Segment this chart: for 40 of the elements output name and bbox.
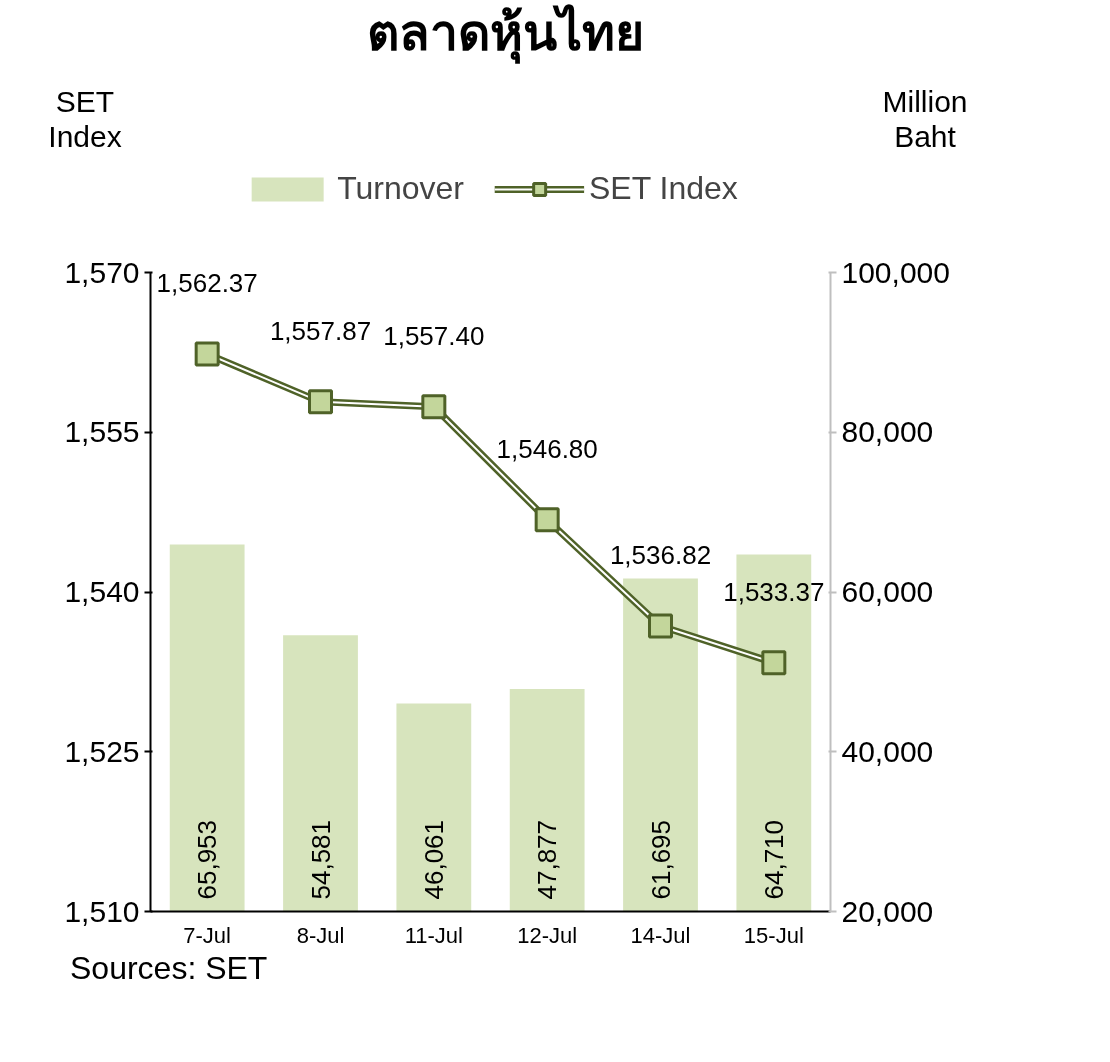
data-label: 46,061 [418, 819, 449, 900]
data-label: 47,877 [532, 819, 563, 900]
data-label: 54,581 [305, 819, 336, 900]
point [308, 389, 333, 415]
chart-title: ตลาดหุ้นไทย [366, 4, 644, 63]
data-label: 1,557.87 [269, 315, 372, 346]
y-tick-label: 1,540 [64, 575, 140, 609]
x-tick-label: 14-Jul [630, 922, 691, 948]
data-label: 1,536.82 [609, 539, 712, 570]
legend-label: Turnover [337, 170, 465, 207]
y-tick-label: 1,570 [64, 255, 140, 289]
data-label: 64,710 [758, 819, 789, 900]
data-label: 1,557.40 [383, 320, 485, 351]
point [534, 507, 560, 533]
y-tick-label: 1,510 [64, 894, 140, 928]
y2-axis-title: Million Baht [882, 85, 968, 154]
x-tick-label: 8-Jul [296, 922, 345, 948]
x-tick-label: 7-Jul [183, 922, 232, 948]
y2-tick-label: 80,000 [841, 415, 934, 449]
source-note: Sources: SET [70, 950, 268, 987]
data-label: 1,546.80 [496, 433, 598, 464]
point [648, 613, 673, 639]
y2-tick-label: 20,000 [841, 894, 934, 928]
y-tick-label: 1,555 [64, 415, 140, 449]
point [194, 341, 220, 367]
x-tick-label: 15-Jul [743, 922, 804, 948]
point [761, 650, 787, 676]
data-label: 1,562.37 [156, 267, 258, 298]
x-tick-label: 11-Jul [404, 922, 463, 948]
data-label: 1,533.37 [723, 576, 825, 607]
y2-tick-label: 60,000 [841, 575, 934, 609]
point [421, 394, 447, 420]
legend-label: SET Index [589, 170, 738, 207]
data-label: 65,953 [192, 819, 223, 900]
y2-tick-label: 100,000 [841, 255, 950, 289]
x-tick-label: 12-Jul [517, 922, 578, 948]
data-label: 61,695 [645, 819, 676, 900]
y-axis-title: SET Index [48, 85, 122, 154]
y2-tick-label: 40,000 [841, 734, 934, 768]
y-tick-label: 1,525 [64, 734, 140, 768]
